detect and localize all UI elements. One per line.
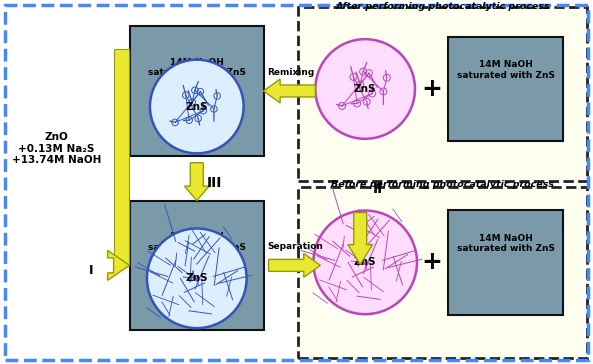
FancyArrow shape	[263, 79, 315, 103]
FancyArrow shape	[184, 163, 209, 201]
FancyArrow shape	[348, 213, 372, 264]
Circle shape	[313, 210, 417, 314]
Text: Remixing: Remixing	[267, 68, 314, 77]
Text: ZnS: ZnS	[186, 102, 208, 111]
Text: After performing photocatalytic process: After performing photocatalytic process	[336, 2, 550, 11]
Text: III: III	[207, 176, 222, 190]
Circle shape	[147, 229, 247, 328]
Text: II: II	[373, 182, 383, 195]
Bar	[298, 7, 588, 181]
Text: 14M NaOH
saturated with ZnS: 14M NaOH saturated with ZnS	[148, 58, 246, 78]
FancyArrow shape	[107, 250, 129, 280]
Bar	[448, 210, 563, 314]
Bar	[298, 187, 588, 358]
Text: ZnS: ZnS	[186, 273, 208, 283]
Text: ZnS: ZnS	[354, 84, 377, 94]
Text: ZnS: ZnS	[354, 257, 377, 268]
Circle shape	[150, 60, 244, 153]
Bar	[448, 37, 563, 141]
Text: 14M NaOH
saturated with ZnS: 14M NaOH saturated with ZnS	[457, 234, 554, 253]
Circle shape	[315, 39, 415, 139]
Text: +: +	[422, 250, 442, 274]
Text: Separation: Separation	[267, 242, 323, 252]
Text: Before performing photocatalytic process: Before performing photocatalytic process	[331, 179, 554, 189]
Text: I: I	[89, 264, 94, 277]
Text: ZnO
+0.13M Na₂S
+13.74M NaOH: ZnO +0.13M Na₂S +13.74M NaOH	[12, 132, 101, 165]
Text: +: +	[422, 77, 442, 101]
Text: 14M NaOH
saturated with ZnS: 14M NaOH saturated with ZnS	[148, 232, 246, 252]
Bar	[129, 26, 264, 156]
FancyArrow shape	[269, 253, 320, 277]
Text: 14M NaOH
saturated with ZnS: 14M NaOH saturated with ZnS	[457, 60, 554, 80]
Bar	[114, 49, 129, 265]
Bar	[129, 201, 264, 330]
